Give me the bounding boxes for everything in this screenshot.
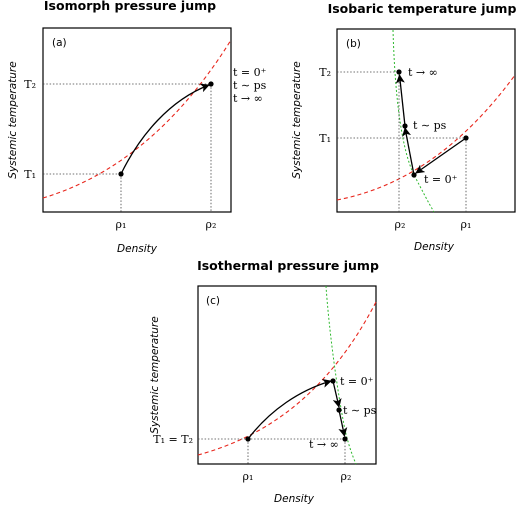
panel-c-annot-tps: t ∼ ps	[343, 404, 377, 417]
panel-a-xtick-rho2: ρ₂	[206, 218, 217, 231]
panel-b-mid-point-1	[411, 172, 417, 178]
panel-a-title: Isomorph pressure jump	[44, 0, 216, 13]
panel-b-ylabel: Systemic temperature	[291, 61, 303, 178]
panel-a-ylabel: Systemic temperature	[7, 61, 19, 178]
panel-b-xlabel: Density	[414, 241, 455, 253]
panel-b: Isobaric temperature jump (b) T₂ T₁ ρ₂ ρ…	[291, 1, 516, 253]
panel-b-title: Isobaric temperature jump	[328, 1, 517, 16]
panel-b-arrow-2	[402, 127, 415, 176]
panel-a-ytick-t2: T₂	[24, 78, 36, 91]
panel-c-xtick-rho2: ρ₂	[341, 470, 352, 483]
panel-b-arrow-1	[415, 137, 467, 174]
panel-c-mid-point-1	[330, 378, 336, 384]
panel-c-title: Isothermal pressure jump	[197, 258, 379, 273]
panel-b-isobar-curve	[392, 29, 435, 213]
panel-a-jump-arrow	[120, 83, 210, 175]
panel-a: Isomorph pressure jump (a) T₂ T₁ ρ₁ ρ₂ t…	[7, 0, 267, 255]
panel-c-frame	[197, 285, 377, 465]
panel-b-tag: (b)	[346, 38, 361, 50]
panel-b-ytick-t1: T₁	[319, 132, 331, 145]
panel-a-ytick-t1: T₁	[24, 168, 36, 181]
panel-c-arrow-2	[332, 380, 342, 408]
panel-c-xtick-rho1: ρ₁	[243, 470, 254, 483]
panel-a-start-point	[118, 171, 124, 177]
panel-b-isomorph-curve	[336, 74, 516, 201]
panel-c-annot-t0: t = 0⁺	[340, 375, 374, 388]
panel-b-annot-tinf: t → ∞	[408, 66, 438, 79]
panel-c-mid-point-2	[336, 407, 342, 413]
panel-c-tag: (c)	[206, 295, 220, 307]
panel-c-xlabel: Density	[274, 493, 315, 505]
panel-a-xlabel: Density	[117, 243, 158, 255]
panel-b-xtick-rho2: ρ₂	[395, 218, 406, 231]
panel-b-mid-point-2	[402, 123, 408, 129]
panel-c-end-point	[342, 436, 348, 442]
panel-c: Isothermal pressure jump (c) T₁ = T₂ ρ₁ …	[149, 258, 379, 505]
panel-c-ytick-t: T₁ = T₂	[153, 433, 193, 446]
panel-c-annot-tinf: t → ∞	[309, 438, 339, 451]
panel-a-annot-t0: t = 0⁺	[233, 66, 267, 79]
panel-b-frame	[336, 28, 516, 213]
panel-a-end-point	[208, 81, 214, 87]
panel-c-isomorph-curve	[197, 301, 377, 456]
panel-b-arrow-3	[395, 74, 406, 127]
panel-b-end-point	[396, 69, 402, 75]
panel-b-ytick-t2: T₂	[319, 66, 331, 79]
panel-c-start-point	[245, 436, 251, 442]
panel-b-xtick-rho1: ρ₁	[461, 218, 472, 231]
panel-c-ylabel: Systemic temperature	[149, 316, 161, 433]
panel-b-annot-t0: t = 0⁺	[424, 173, 458, 186]
panel-c-arrow-1	[247, 378, 332, 440]
panel-a-isomorph-curve	[42, 39, 232, 199]
panel-b-annot-tps: t ∼ ps	[413, 119, 447, 132]
panel-c-arrow-3	[338, 409, 348, 437]
panel-a-frame	[42, 27, 232, 213]
panel-a-xtick-rho1: ρ₁	[116, 218, 127, 231]
panel-a-annot-tinf: t → ∞	[233, 92, 263, 105]
panel-b-start-point	[463, 135, 469, 141]
panel-a-annot-tps: t ∼ ps	[233, 79, 267, 92]
panel-a-tag: (a)	[52, 37, 67, 49]
